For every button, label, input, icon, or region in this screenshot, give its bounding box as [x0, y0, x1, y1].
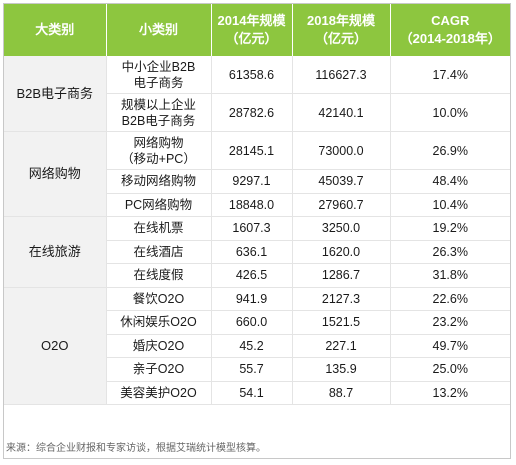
value-2018-cell: 1620.0 — [292, 240, 391, 264]
value-2018-cell: 42140.1 — [292, 93, 391, 132]
cagr-cell: 31.8% — [390, 263, 510, 288]
subcategory-cell: 亲子O2O — [106, 357, 212, 382]
value-2018-cell: 88.7 — [292, 381, 391, 405]
value-2018-cell: 2127.3 — [292, 287, 391, 311]
value-2014-cell: 28145.1 — [211, 131, 293, 170]
cagr-cell: 49.7% — [390, 334, 510, 358]
table-row: B2B电子商务 中小企业B2B 电子商务 61358.6 116627.3 17.4% — [4, 56, 510, 132]
subcategory-cell: 婚庆O2O — [106, 334, 212, 358]
cagr-cell: 10.0% — [390, 93, 510, 132]
value-2014-cell: 54.1 — [211, 381, 293, 405]
cagr-cell: 26.3% — [390, 240, 510, 264]
table-row: 亲子O2O 55.7 135.9 25.0% — [4, 357, 510, 382]
table-row: 婚庆O2O 45.2 227.1 49.7% — [4, 334, 510, 358]
value-2014-cell: 18848.0 — [211, 193, 293, 217]
value-2018-cell: 73000.0 — [292, 131, 391, 170]
category-cell: O2O — [4, 287, 107, 405]
table-row: 美容美护O2O 54.1 88.7 13.2% — [4, 381, 510, 405]
value-2014-cell: 9297.1 — [211, 169, 293, 194]
subcategory-cell: 移动网络购物 — [106, 169, 212, 194]
cagr-cell: 10.4% — [390, 193, 510, 217]
header-2018-size: 2018年规模 （亿元） — [292, 4, 391, 56]
source-note: 来源：综合企业财报和专家访谈，根据艾瑞统计模型核算。 — [6, 443, 266, 454]
table-row: 在线旅游 在线机票 1607.3 3250.0 19.2% — [4, 216, 510, 288]
table-row: O2O 餐饮O2O 941.9 2127.3 22.6% — [4, 287, 510, 405]
cagr-cell: 23.2% — [390, 310, 510, 335]
cagr-cell: 13.2% — [390, 381, 510, 405]
subcategory-cell: 在线机票 — [106, 216, 212, 241]
table-row: 在线酒店 636.1 1620.0 26.3% — [4, 240, 510, 264]
table-row: 移动网络购物 9297.1 45039.7 48.4% — [4, 169, 510, 194]
value-2014-cell: 1607.3 — [211, 216, 293, 241]
subcategory-cell: 餐饮O2O — [106, 287, 212, 311]
value-2018-cell: 27960.7 — [292, 193, 391, 217]
value-2014-cell: 426.5 — [211, 263, 293, 288]
header-2014-size: 2014年规模 （亿元） — [211, 4, 293, 56]
table-row: 网络购物 网络购物 （移动+PC） 28145.1 73000.0 26.9% — [4, 131, 510, 217]
value-2014-cell: 45.2 — [211, 334, 293, 358]
market-size-table: 大类别 小类别 2014年规模 （亿元） 2018年规模 （亿元） CAGR （201… — [4, 4, 510, 405]
value-2014-cell: 61358.6 — [211, 56, 293, 94]
value-2014-cell: 660.0 — [211, 310, 293, 335]
category-cell: 在线旅游 — [4, 216, 107, 288]
cagr-cell: 26.9% — [390, 131, 510, 170]
table-row: 规模以上企业 B2B电子商务 28782.6 42140.1 10.0% — [4, 93, 510, 132]
cagr-cell: 17.4% — [390, 56, 510, 94]
data-table-frame: 大类别 小类别 2014年规模 （亿元） 2018年规模 （亿元） CAGR （201… — [3, 3, 511, 459]
subcategory-cell: 在线酒店 — [106, 240, 212, 264]
table-header-row: 大类别 小类别 2014年规模 （亿元） 2018年规模 （亿元） CAGR （201… — [4, 4, 510, 56]
value-2014-cell: 55.7 — [211, 357, 293, 382]
value-2018-cell: 227.1 — [292, 334, 391, 358]
table-row: 休闲娱乐O2O 660.0 1521.5 23.2% — [4, 310, 510, 335]
value-2018-cell: 135.9 — [292, 357, 391, 382]
value-2014-cell: 636.1 — [211, 240, 293, 264]
subcategory-cell: 休闲娱乐O2O — [106, 310, 212, 335]
cagr-cell: 25.0% — [390, 357, 510, 382]
header-subcategory: 小类别 — [106, 4, 212, 56]
subcategory-cell: 规模以上企业 B2B电子商务 — [106, 93, 212, 132]
value-2014-cell: 941.9 — [211, 287, 293, 311]
header-cagr: CAGR （2014-2018年） — [390, 4, 510, 56]
subcategory-cell: 在线度假 — [106, 263, 212, 288]
category-cell: B2B电子商务 — [4, 56, 107, 132]
value-2018-cell: 3250.0 — [292, 216, 391, 241]
header-category: 大类别 — [4, 4, 107, 56]
value-2018-cell: 45039.7 — [292, 169, 391, 194]
table-row: 在线度假 426.5 1286.7 31.8% — [4, 263, 510, 288]
cagr-cell: 19.2% — [390, 216, 510, 241]
value-2018-cell: 116627.3 — [292, 56, 391, 94]
subcategory-cell: 中小企业B2B 电子商务 — [106, 56, 212, 94]
table-row: PC网络购物 18848.0 27960.7 10.4% — [4, 193, 510, 217]
value-2018-cell: 1286.7 — [292, 263, 391, 288]
cagr-cell: 22.6% — [390, 287, 510, 311]
category-cell: 网络购物 — [4, 131, 107, 217]
value-2018-cell: 1521.5 — [292, 310, 391, 335]
subcategory-cell: PC网络购物 — [106, 193, 212, 217]
cagr-cell: 48.4% — [390, 169, 510, 194]
subcategory-cell: 网络购物 （移动+PC） — [106, 131, 212, 170]
value-2014-cell: 28782.6 — [211, 93, 293, 132]
subcategory-cell: 美容美护O2O — [106, 381, 212, 405]
